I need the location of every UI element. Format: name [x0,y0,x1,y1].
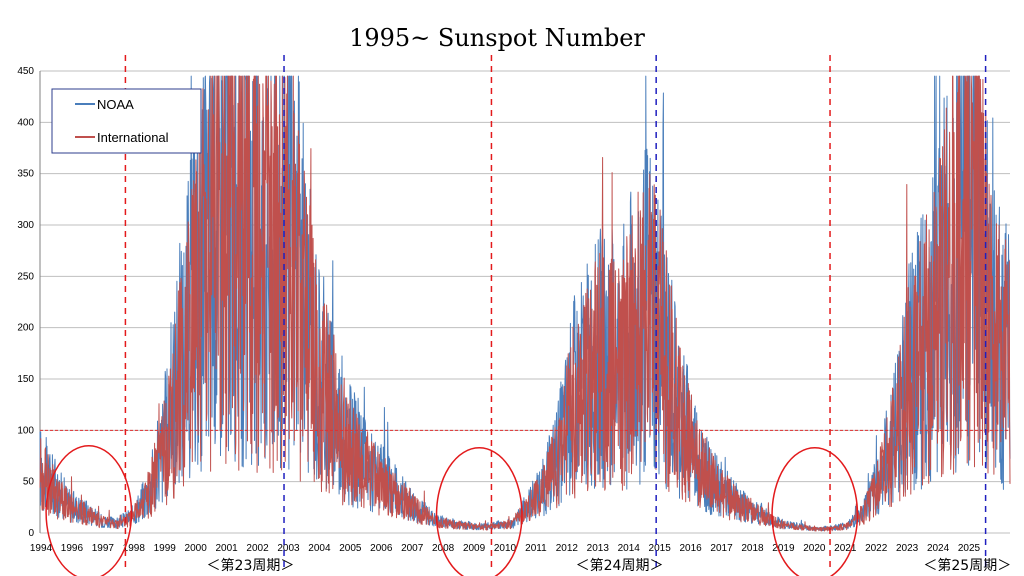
x-tick-label: 2005 [339,543,362,554]
y-tick-label: 250 [17,271,34,282]
cycle-label: ＜第23周期＞ [207,557,295,574]
x-tick-label: 1997 [92,543,115,554]
x-tick-label: 1999 [154,543,177,554]
x-tick-label: 2020 [803,543,826,554]
x-tick-label: 1998 [123,543,146,554]
x-tick-label: 1996 [61,543,84,554]
y-tick-label: 300 [17,220,34,231]
minimum-highlight-circle [435,447,523,576]
cycle-label: ＜第25周期＞ [923,557,1011,574]
x-tick-label: 2013 [587,543,610,554]
legend-label-noaa: NOAA [97,97,134,112]
legend-label-international: International [97,130,169,145]
x-tick-label: 1994 [30,543,53,554]
x-tick-label: 2017 [710,543,733,554]
y-tick-label: 400 [17,117,34,128]
x-tick-label: 2012 [556,543,579,554]
legend-box [51,88,202,154]
x-axis-ticks: 1994 1996 1997 1998 1999 2000 2001 2002 2003 2004… [30,543,981,554]
y-tick-label: 150 [17,374,34,385]
y-axis-ticks: 0 50 100 150 200 250 300 350 400 450 [17,66,34,539]
x-tick-label: 2025 [958,543,981,554]
cycle-label: ＜第24周期＞ [576,557,664,574]
x-tick-label: 2014 [618,543,641,554]
series-lines [39,75,1011,532]
y-tick-label: 200 [17,323,34,334]
x-tick-label: 2000 [185,543,208,554]
x-tick-label: 2023 [896,543,919,554]
x-tick-label: 2002 [246,543,269,554]
x-tick-label: 2008 [432,543,455,554]
x-tick-label: 2019 [772,543,795,554]
legend: NOAA International [51,88,202,154]
x-tick-label: 2001 [215,543,238,554]
series-line-international [39,75,1011,532]
y-tick-label: 450 [17,66,34,77]
y-tick-label: 100 [17,425,34,436]
x-tick-label: 2004 [308,543,331,554]
cycle-lines [124,55,987,570]
x-tick-label: 2021 [834,543,857,554]
y-tick-label: 50 [23,477,35,488]
x-tick-label: 2015 [649,543,672,554]
y-tick-label: 350 [17,169,34,180]
x-tick-label: 2018 [741,543,764,554]
cycle-labels: ＜第23周期＞ ＜第24周期＞ ＜第25周期＞ [207,557,1012,574]
chart-title: 1995~ Sunspot Number [349,24,645,52]
x-tick-label: 2003 [277,543,300,554]
x-tick-label: 2011 [525,543,547,554]
x-tick-label: 2007 [401,543,424,554]
minimum-highlight-circle [45,445,133,576]
x-tick-label: 2010 [494,543,517,554]
minimum-highlight-circle [771,447,859,576]
y-tick-label: 0 [28,528,34,539]
x-tick-label: 2022 [865,543,888,554]
x-tick-label: 2024 [927,543,950,554]
minimum-circles [45,445,859,576]
x-tick-label: 2016 [679,543,702,554]
x-tick-label: 2009 [463,543,486,554]
x-tick-label: 2006 [370,543,393,554]
